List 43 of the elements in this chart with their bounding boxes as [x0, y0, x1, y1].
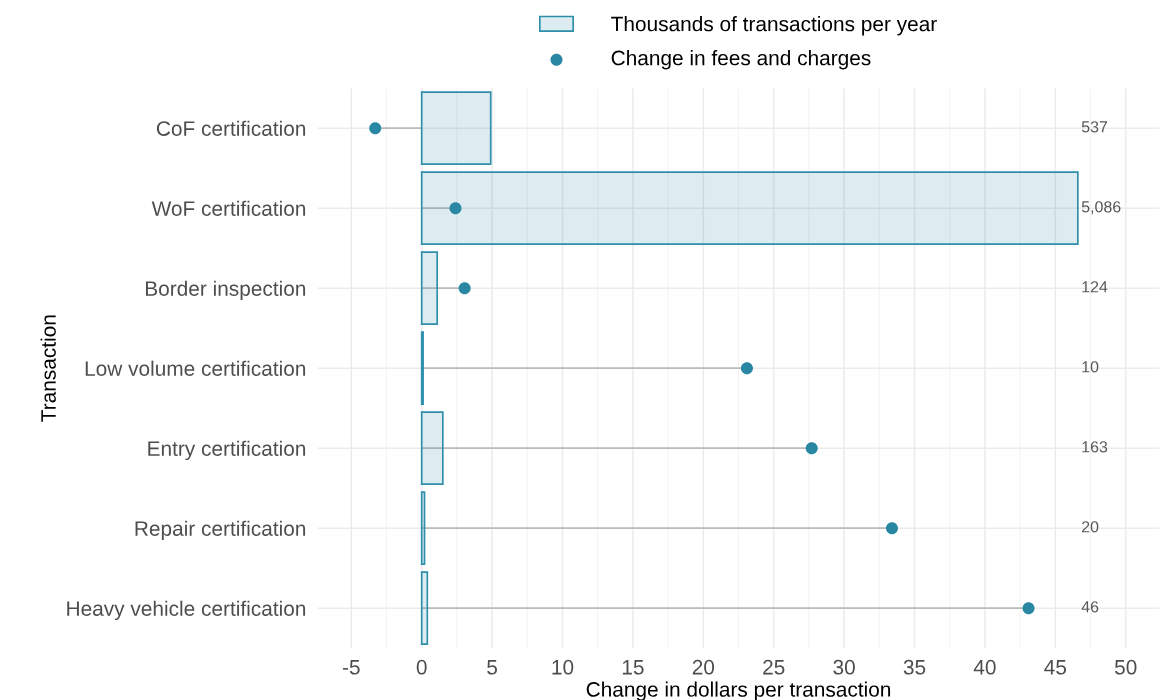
point: [805, 442, 818, 455]
x-tick-label: 40: [973, 659, 996, 675]
bar: [420, 571, 429, 646]
x-tick-label: 50: [1114, 659, 1137, 675]
y-tick-label: Border inspection: [145, 280, 306, 301]
annotation: 124: [1082, 281, 1108, 293]
x-tick-label: 5: [487, 660, 498, 675]
x-tick-label: 25: [763, 659, 785, 675]
x-tick-label: 35: [903, 659, 926, 675]
point: [369, 122, 382, 135]
x-tick-label: 0: [416, 659, 427, 675]
annotation: 10: [1082, 361, 1099, 373]
legend-label: Thousands of transactions per year: [611, 16, 937, 36]
y-tick-label: Heavy vehicle certification: [67, 600, 306, 621]
y-tick-label: Repair certification: [135, 520, 306, 541]
point: [1022, 602, 1035, 615]
bar: [420, 171, 1079, 246]
legend-label: Change in fees and charges: [611, 50, 871, 70]
annotation: 5,086: [1081, 201, 1121, 215]
annotation: 46: [1081, 601, 1099, 613]
y-axis-title: Transaction: [40, 315, 56, 422]
x-tick-label: 10: [552, 659, 574, 675]
point: [449, 202, 462, 215]
x-tick-label: 45: [1044, 660, 1067, 675]
point: [458, 282, 471, 295]
bar: [420, 411, 444, 486]
annotation: 163: [1082, 441, 1108, 453]
x-tick-label: -5: [342, 660, 360, 675]
point: [885, 522, 898, 535]
point: [740, 362, 753, 375]
x-tick-label: 15: [622, 660, 644, 675]
annotation: 537: [1081, 121, 1108, 133]
y-tick-label: Entry certification: [148, 440, 306, 461]
bar: [420, 491, 426, 566]
x-tick-label: 20: [692, 659, 715, 675]
bar: [420, 91, 492, 166]
annotation: 20: [1082, 521, 1099, 533]
x-axis-title: Change in dollars per transaction: [586, 681, 891, 700]
bar: [420, 251, 439, 326]
x-tick-label: 30: [833, 659, 855, 675]
y-tick-label: CoF certification: [156, 120, 306, 136]
y-tick-label: Low volume certification: [85, 360, 306, 376]
y-tick-label: WoF certification: [151, 200, 306, 216]
